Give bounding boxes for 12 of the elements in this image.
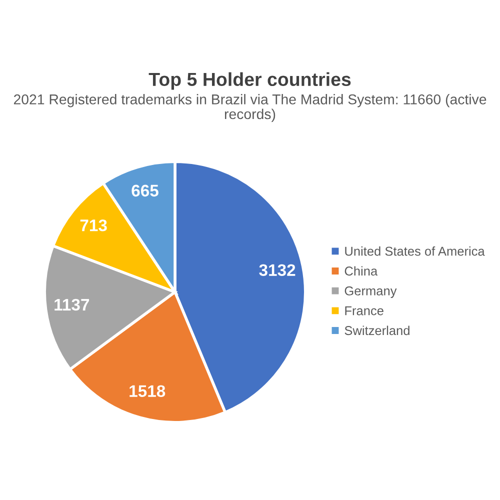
legend-label: Switzerland — [344, 326, 410, 336]
chart-title: Top 5 Holder countries — [148, 72, 351, 90]
legend-label: France — [345, 306, 384, 316]
data-label: 3132 — [259, 264, 296, 276]
legend-label: United States of America — [345, 246, 485, 256]
legend-label: Germany — [344, 286, 397, 298]
data-label: 713 — [80, 219, 107, 232]
data-label: 665 — [132, 184, 158, 197]
data-label: 1518 — [130, 385, 166, 397]
legend-label: China — [344, 266, 378, 276]
data-label: 1137 — [54, 298, 89, 311]
chart-subtitle: 2021 Registered trademarks in Brazil via The Madrid System: 11660 (active records) — [14, 94, 486, 122]
